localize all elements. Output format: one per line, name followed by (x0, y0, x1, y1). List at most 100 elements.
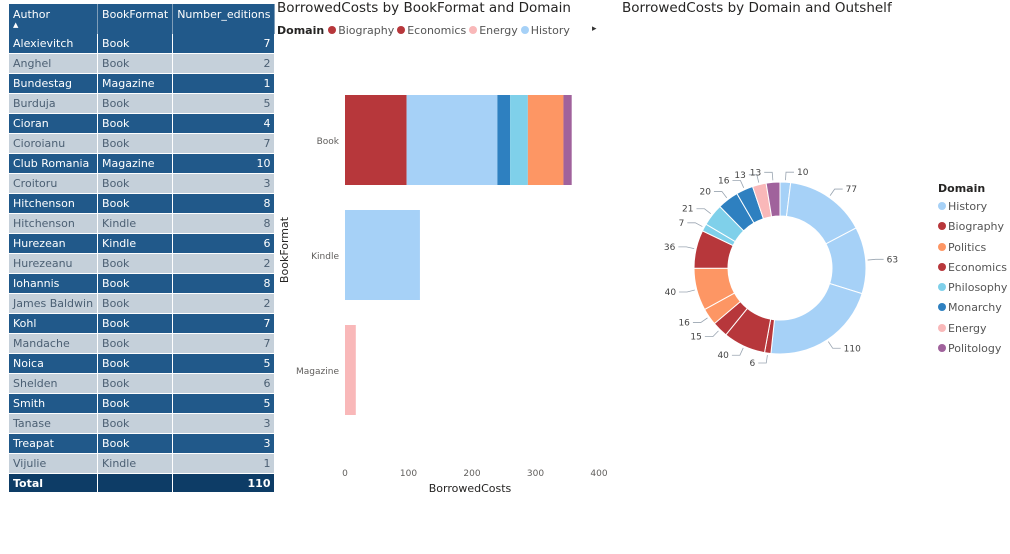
data-label: 20 (699, 188, 711, 198)
bar-segment[interactable] (510, 95, 528, 185)
bar-segment[interactable] (345, 95, 407, 185)
legend-item[interactable]: History (520, 24, 570, 37)
cell-bookformat: Book (97, 273, 174, 294)
cell-number-editions: 4 (172, 113, 276, 134)
table-row[interactable]: Anghel Book 2 (9, 53, 276, 74)
cell-bookformat: Book (97, 93, 174, 114)
data-label: 7 (679, 219, 685, 229)
column-label: Author (13, 8, 51, 21)
legend-label: Politics (948, 240, 987, 254)
legend-item[interactable]: Economics (938, 261, 1007, 281)
table-row[interactable]: Shelden Book 6 (9, 373, 276, 394)
cell-author: Treapat (9, 433, 99, 454)
table-row[interactable]: Cioran Book 4 (9, 113, 276, 134)
bar-segment[interactable] (345, 210, 420, 300)
legend-label: Energy (948, 321, 987, 335)
table-total-value: 110 (172, 473, 276, 493)
cell-number-editions: 5 (172, 93, 276, 114)
legend-item[interactable]: Monarchy (938, 301, 1007, 321)
data-label: 6 (750, 359, 756, 369)
legend-label: Economics (948, 260, 1007, 274)
column-header-author[interactable]: Author ▲ (9, 4, 99, 34)
leader-line (704, 330, 719, 338)
table-row[interactable]: Iohannis Book 8 (9, 273, 276, 294)
table-row[interactable]: Noica Book 5 (9, 353, 276, 374)
table-row[interactable]: Hitchenson Book 8 (9, 193, 276, 214)
x-tick-label: 100 (400, 469, 417, 479)
legend-swatch-icon (938, 283, 946, 292)
legend-item[interactable]: Politics (938, 241, 1007, 261)
leader-line (696, 208, 712, 215)
column-header-number-editions[interactable]: Number_editions (172, 4, 276, 34)
cell-number-editions: 7 (172, 34, 276, 54)
data-label: 77 (846, 185, 857, 195)
legend-item[interactable]: Economics (397, 24, 466, 37)
table-row[interactable]: Hurezeanu Book 2 (9, 253, 276, 274)
bar-segment[interactable] (497, 95, 511, 185)
legend-item[interactable]: Biography (328, 24, 394, 37)
bar-segment[interactable] (345, 325, 356, 415)
data-label: 15 (690, 333, 701, 343)
data-label: 36 (664, 243, 676, 253)
legend-next-icon[interactable]: ▸ (592, 24, 597, 34)
cell-bookformat: Book (97, 353, 174, 374)
leader-line (687, 222, 703, 227)
table-row[interactable]: Hurezean Kindle 6 (9, 233, 276, 254)
table-row[interactable]: Mandache Book 7 (9, 333, 276, 354)
cell-author: James Baldwin (9, 293, 99, 314)
table-body: Alexievitch Book 7 Anghel Book 2 Bundestag Maga… (9, 34, 276, 493)
table-row[interactable]: Croitoru Book 3 (9, 173, 276, 194)
legend-item[interactable]: Philosophy (938, 281, 1007, 301)
donut-slice[interactable] (765, 181, 781, 218)
cell-number-editions: 2 (172, 53, 276, 74)
table-row[interactable]: Treapat Book 3 (9, 433, 276, 454)
cell-bookformat: Book (97, 413, 174, 434)
cell-bookformat: Magazine (97, 153, 174, 174)
cell-bookformat: Book (97, 393, 174, 414)
table-row[interactable]: Tanase Book 3 (9, 413, 276, 434)
cell-author: Anghel (9, 53, 99, 74)
cell-author: Smith (9, 393, 99, 414)
cell-author: Alexievitch (9, 34, 99, 54)
legend-item[interactable]: Energy (938, 322, 1007, 342)
legend-item[interactable]: History (938, 200, 1007, 220)
table-row[interactable]: Burduja Book 5 (9, 93, 276, 114)
table-row[interactable]: Vijulie Kindle 1 (9, 453, 276, 474)
leader-line (692, 317, 708, 323)
column-header-bookformat[interactable]: BookFormat (97, 4, 174, 34)
table-row[interactable]: Club Romania Magazine 10 (9, 153, 276, 174)
table-total-label: Total (9, 473, 99, 493)
legend-label: History (530, 24, 570, 37)
cell-bookformat: Book (97, 113, 174, 134)
table-row[interactable]: Kohl Book 7 (9, 313, 276, 334)
table-row[interactable]: Hitchenson Kindle 8 (9, 213, 276, 234)
table-row[interactable]: Cioroianu Book 7 (9, 133, 276, 154)
bar-segment[interactable] (563, 95, 572, 185)
table-row[interactable]: James Baldwin Book 2 (9, 293, 276, 314)
bar-segment[interactable] (406, 95, 498, 185)
legend-item[interactable]: Politology (938, 342, 1007, 362)
bar-chart-legend: Domain Biography Economics Energy History (277, 24, 573, 37)
cell-number-editions: 8 (172, 213, 276, 234)
cell-author: Hurezean (9, 233, 99, 254)
bar-segment[interactable] (527, 95, 564, 185)
cell-bookformat: Book (97, 293, 174, 314)
cell-bookformat: Magazine (97, 73, 174, 94)
cell-bookformat: Book (97, 333, 174, 354)
cell-author: Mandache (9, 333, 99, 354)
y-tick-label: Book (317, 137, 340, 147)
sort-ascending-icon[interactable]: ▲ (13, 21, 19, 29)
table-row[interactable]: Bundestag Magazine 1 (9, 73, 276, 94)
cell-number-editions: 8 (172, 193, 276, 214)
cell-author: Cioroianu (9, 133, 99, 154)
data-label: 10 (797, 168, 809, 178)
legend-item[interactable]: Biography (938, 220, 1007, 240)
legend-label: History (948, 200, 988, 213)
x-tick-label: 300 (527, 469, 544, 479)
legend-item[interactable]: Energy (469, 24, 518, 37)
cell-bookformat: Book (97, 34, 174, 54)
data-label: 16 (678, 318, 690, 328)
legend-swatch-icon (328, 26, 337, 34)
table-row[interactable]: Alexievitch Book 7 (9, 34, 276, 54)
table-row[interactable]: Smith Book 5 (9, 393, 276, 414)
